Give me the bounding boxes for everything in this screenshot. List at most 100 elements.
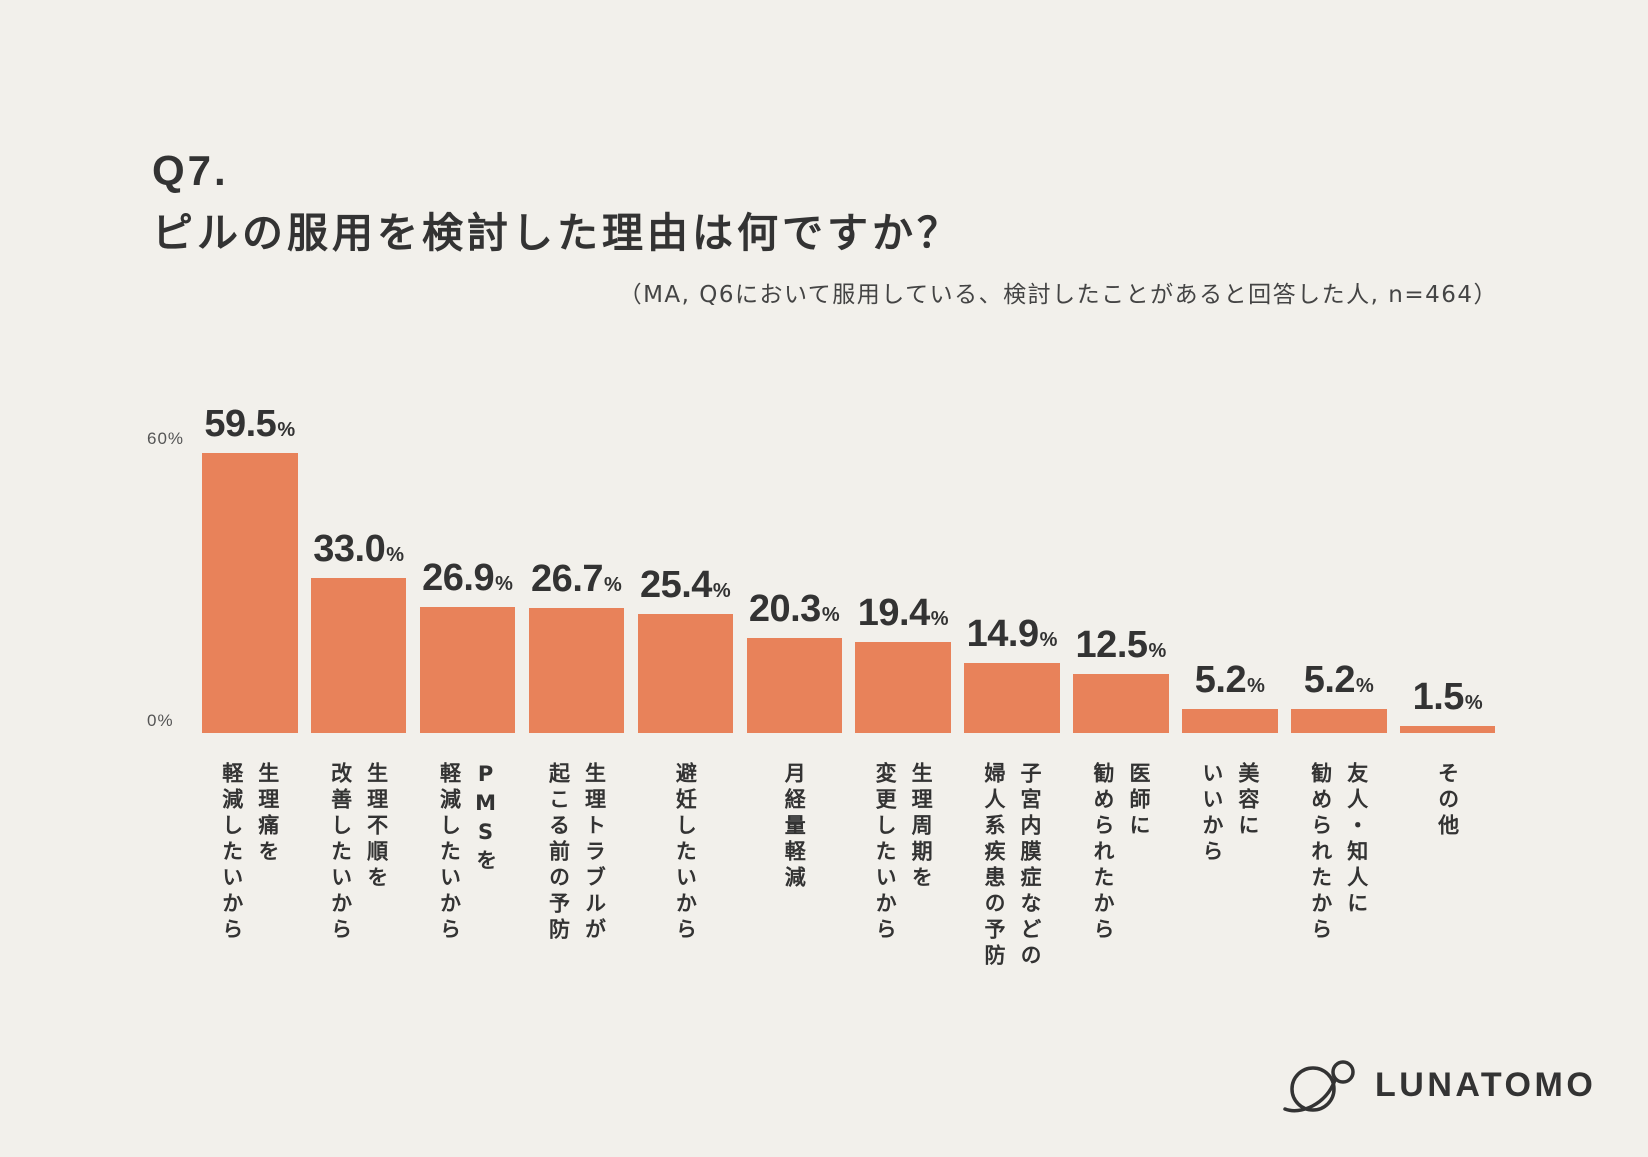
value-number: 59.5 (204, 403, 277, 446)
category-line-2: 勧められたから (1308, 762, 1333, 944)
chart-subtitle: （MA, Q6において服用している、検討したことがあると回答した人, n=464… (618, 282, 1498, 308)
value-unit: % (930, 607, 949, 630)
category-line-2: いいから (1199, 762, 1224, 866)
bar-2 (310, 577, 407, 733)
logo-moon (1331, 1060, 1355, 1084)
value-number: 25.4 (639, 563, 712, 606)
value-number: 14.9 (966, 612, 1039, 655)
value-unit: % (277, 419, 296, 442)
category-label-10: 美容に いいから (1170, 762, 1290, 866)
value-unit: % (1356, 674, 1374, 697)
question-number: Q7. (152, 147, 229, 194)
value-number: 26.7 (531, 557, 604, 600)
category-text: 生理痛を 軽減したいから (214, 762, 286, 944)
category-text: 生理周期を 変更したいから (867, 762, 939, 944)
category-text: 友人・知人に 勧められたから (1303, 762, 1375, 944)
category-label-12: その他 (1388, 762, 1508, 840)
value-unit: % (821, 603, 840, 626)
value-label-7: 19.4% (843, 594, 963, 632)
value-unit: % (495, 572, 513, 595)
category-text: 避妊したいから (667, 762, 703, 944)
category-line-1: 子宮内膜症などの (1018, 762, 1043, 970)
bar-10 (1182, 708, 1278, 733)
value-label-8: 14.9% (952, 615, 1072, 653)
value-unit: % (386, 543, 405, 566)
category-label-3: PMSを 軽減したいから (408, 762, 528, 944)
value-number: 26.9 (422, 556, 495, 599)
brand-logo: LUNATOMO (1280, 1053, 1610, 1117)
value-number: 12.5 (1075, 624, 1148, 667)
category-line-2: 起こる前の予防 (546, 762, 571, 944)
value-number: 5.2 (1303, 658, 1356, 701)
value-number: 20.3 (748, 587, 821, 630)
category-line-2: 変更したいから (873, 762, 898, 944)
bar-4 (528, 607, 625, 733)
category-text: PMSを 軽減したいから (432, 762, 504, 944)
value-unit: % (712, 579, 731, 602)
bar-1 (202, 453, 298, 733)
bar-7 (855, 641, 951, 733)
category-label-11: 友人・知人に 勧められたから (1279, 762, 1399, 944)
value-number: 1.5 (1412, 675, 1465, 718)
value-unit: % (604, 573, 622, 596)
category-line-2: 軽減したいから (437, 762, 462, 944)
category-line-1: その他 (1435, 762, 1460, 840)
bar-3 (419, 606, 516, 733)
category-line-1: 友人・知人に (1344, 762, 1369, 918)
category-line-1: 生理周期を (909, 762, 934, 892)
value-label-10: 5.2% (1170, 661, 1290, 699)
category-line-2: 勧められたから (1090, 762, 1115, 944)
category-text: 生理不順を 改善したいから (323, 762, 395, 944)
bar-8 (964, 662, 1060, 733)
value-label-6: 20.3% (734, 590, 854, 628)
category-line-1: 生理痛を (255, 762, 280, 866)
category-label-8: 子宮内膜症などの 婦人系疾患の予防 (952, 762, 1072, 970)
value-label-1: 59.5% (190, 405, 310, 443)
value-unit: % (1039, 628, 1058, 651)
category-line-2: 軽減したいから (219, 762, 244, 944)
value-unit: % (1148, 640, 1167, 663)
category-text: 医師に 勧められたから (1085, 762, 1157, 944)
bar-11 (1291, 708, 1387, 733)
category-text: その他 (1430, 762, 1466, 840)
category-line-1: 美容に (1235, 762, 1260, 840)
value-label-5: 25.4% (625, 566, 745, 604)
category-line-1: 月経量軽減 (782, 762, 807, 892)
category-text: 子宮内膜症などの 婦人系疾患の予防 (976, 762, 1048, 970)
category-label-6: 月経量軽減 (734, 762, 854, 892)
value-unit: % (1247, 674, 1265, 697)
category-text: 美容に いいから (1194, 762, 1266, 866)
value-number: 33.0 (313, 527, 386, 570)
logo-planet (1290, 1066, 1336, 1112)
category-line-2: 改善したいから (328, 762, 353, 944)
bar-12 (1399, 725, 1496, 733)
logo-orbit (1283, 1078, 1337, 1113)
category-label-1: 生理痛を 軽減したいから (190, 762, 310, 944)
value-label-9: 12.5% (1061, 626, 1181, 664)
value-label-4: 26.7% (516, 560, 636, 598)
value-unit: % (1464, 691, 1483, 714)
category-line-1: 生理トラブルが (582, 762, 607, 944)
bar-9 (1073, 674, 1169, 733)
category-label-2: 生理不順を 改善したいから (299, 762, 419, 944)
category-label-9: 医師に 勧められたから (1061, 762, 1181, 944)
category-line-1: 生理不順を (364, 762, 389, 892)
category-label-4: 生理トラブルが 起こる前の予防 (516, 762, 636, 944)
category-line-2: 婦人系疾患の予防 (982, 762, 1007, 970)
category-text: 生理トラブルが 起こる前の予防 (540, 762, 612, 944)
category-label-5: 避妊したいから (625, 762, 745, 944)
value-label-3: 26.9% (408, 559, 528, 597)
chart-title: ピルの服用を検討した理由は何ですか？ (152, 209, 962, 257)
category-line-1: 医師に (1126, 762, 1151, 840)
y-tick-label: 0% (147, 711, 174, 730)
category-line-1: 避妊したいから (673, 762, 698, 944)
bar-5 (637, 613, 734, 733)
brand-name: LUNATOMO (1375, 1066, 1597, 1104)
value-label-11: 5.2% (1279, 661, 1399, 699)
value-number: 5.2 (1194, 658, 1247, 701)
bar-6 (746, 637, 842, 733)
value-label-12: 1.5% (1388, 678, 1508, 716)
value-label-2: 33.0% (299, 530, 419, 568)
